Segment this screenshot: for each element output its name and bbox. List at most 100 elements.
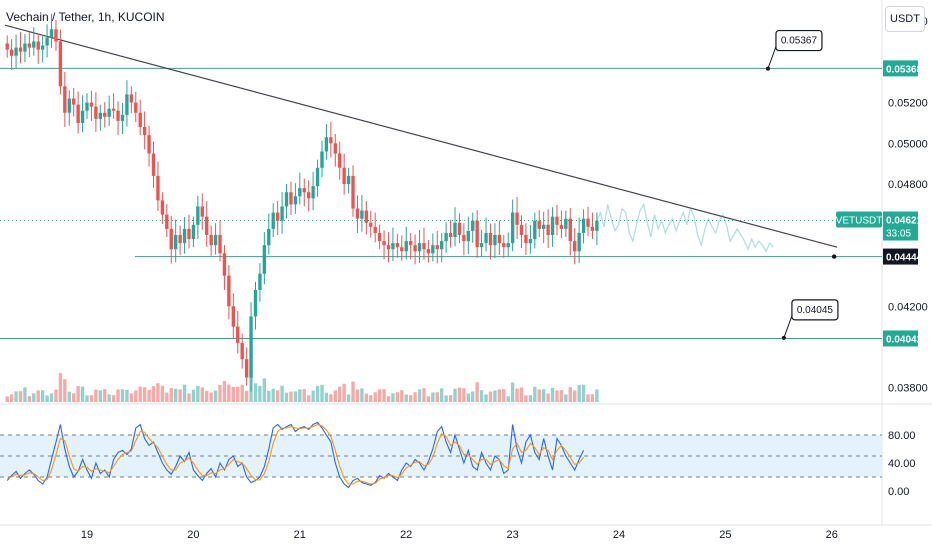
price-callouts[interactable]: 0.05367 0.04045 (765, 29, 839, 340)
candle-body (262, 245, 267, 274)
volume-bar (564, 394, 568, 402)
volume-bar (298, 389, 302, 402)
volume-bar (5, 396, 9, 402)
volume-bar (338, 386, 342, 402)
candle-body (488, 232, 493, 246)
volume-bar (537, 389, 541, 402)
volume-bar (493, 390, 497, 402)
candle-body (49, 29, 54, 38)
volume-bar (479, 390, 484, 402)
symbol-tag (836, 211, 882, 228)
candles (5, 13, 599, 392)
candle (373, 212, 377, 243)
time-tick-label: 20 (187, 529, 199, 541)
candle-body (45, 37, 49, 46)
volume-bar (391, 393, 395, 402)
candle-body (58, 41, 63, 87)
candle (205, 201, 209, 247)
candle-body (502, 243, 506, 248)
volume-bar (236, 386, 240, 402)
volume-bar (342, 383, 346, 402)
volume-bar (457, 387, 462, 402)
candle (249, 302, 253, 392)
rsi-d-line (7, 423, 585, 485)
rsi-tick-label: 0.00 (888, 486, 909, 498)
candle-body (479, 243, 484, 248)
candle-body (222, 253, 227, 276)
candle-body (404, 241, 408, 252)
candle-body (218, 234, 222, 254)
candle (5, 35, 9, 58)
candle-body (85, 102, 89, 111)
candle-body (200, 206, 204, 217)
volume-bar (581, 384, 586, 402)
bar-countdown: 33:05 (886, 229, 911, 240)
time-tick-label: 22 (400, 529, 412, 541)
candle (72, 87, 76, 117)
time-tick-label: 21 (294, 529, 306, 541)
volume-bar (191, 389, 196, 402)
time-tick-label: 23 (506, 529, 518, 541)
volume-bar (240, 384, 244, 402)
candle (187, 214, 191, 249)
candle-body (138, 112, 142, 128)
callout-box[interactable] (791, 299, 839, 321)
candle-body (528, 239, 533, 244)
callout-box[interactable] (775, 29, 823, 52)
volume-bar (404, 394, 408, 402)
candle-body (453, 222, 457, 238)
candle (528, 224, 533, 254)
trendline-anchor (831, 254, 837, 259)
candle (227, 265, 231, 320)
candle-body (471, 220, 475, 231)
trendline[interactable] (4, 24, 838, 248)
volume-bar (14, 391, 18, 402)
trendline-group[interactable] (4, 24, 838, 259)
candle (391, 227, 395, 262)
candle (293, 183, 298, 214)
candle (240, 333, 244, 369)
candle (160, 192, 165, 224)
candle (253, 281, 258, 330)
volume-bar (244, 390, 249, 402)
candle-body (448, 232, 453, 238)
currency-button[interactable]: USDT (885, 6, 925, 32)
volume-bar (182, 384, 187, 402)
callout-anchor (781, 335, 786, 340)
candle-body (231, 306, 236, 327)
volume-bar (227, 384, 231, 402)
candle-body (280, 206, 284, 221)
candle-body (484, 232, 488, 244)
volume-bar (116, 389, 120, 402)
candle (307, 180, 311, 212)
volume-bar (156, 383, 160, 402)
volume-bar (142, 387, 147, 402)
candle (324, 124, 329, 160)
candle-body (346, 175, 351, 185)
candle-body (541, 224, 546, 229)
volume-bar (262, 378, 267, 402)
volume-bar (386, 396, 391, 402)
candle-body (395, 243, 400, 248)
candle (284, 184, 289, 219)
candle (493, 223, 497, 259)
volume-bar (54, 389, 58, 402)
volume-bar (555, 390, 559, 402)
candle-body (289, 192, 293, 205)
candle (408, 232, 413, 260)
volume-bar (280, 385, 284, 402)
symbol-title[interactable]: Vechain / Tether, 1h, KUCOIN (6, 10, 165, 24)
volume-bar (103, 389, 107, 402)
volume-bar (488, 391, 493, 402)
volume-bar (355, 389, 360, 402)
volume-bar (320, 384, 324, 402)
volume-bar (94, 389, 98, 402)
time-axis[interactable]: 19 20 21 22 23 24 25 26 (81, 529, 838, 541)
candle (275, 200, 280, 235)
price-tag (883, 330, 918, 347)
volume-bar (364, 393, 369, 402)
symbol-tag-label: VETUSDT (836, 216, 883, 227)
candle (519, 215, 524, 249)
candle-body (515, 212, 519, 225)
